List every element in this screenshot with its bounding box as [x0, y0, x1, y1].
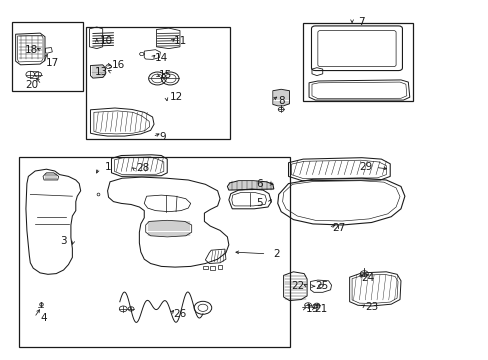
Text: 8: 8 [277, 96, 284, 106]
Bar [203, 266, 207, 269]
Text: 16: 16 [111, 60, 125, 70]
Text: 28: 28 [136, 163, 149, 173]
Bar [303, 23, 412, 101]
Text: 19: 19 [305, 304, 318, 314]
Text: 10: 10 [100, 36, 113, 46]
Text: 6: 6 [255, 179, 262, 189]
Bar [210, 266, 215, 270]
Text: 20: 20 [25, 80, 38, 90]
Text: 15: 15 [158, 69, 172, 80]
Text: 29: 29 [358, 162, 372, 172]
Text: 9: 9 [159, 132, 165, 142]
Bar [85, 27, 229, 139]
Text: 24: 24 [360, 273, 374, 283]
Text: 27: 27 [331, 222, 345, 233]
Text: 22: 22 [291, 281, 305, 291]
Text: 3: 3 [60, 236, 67, 246]
Bar [12, 22, 83, 91]
Text: 25: 25 [314, 281, 328, 291]
Text: 23: 23 [364, 302, 378, 312]
Text: 18: 18 [25, 45, 39, 55]
Text: 14: 14 [154, 53, 168, 63]
Text: 13: 13 [95, 67, 108, 77]
Text: 5: 5 [255, 198, 262, 208]
Text: 26: 26 [173, 309, 186, 319]
Text: 12: 12 [169, 92, 183, 102]
Text: 1: 1 [105, 162, 112, 172]
Text: 21: 21 [313, 304, 327, 314]
Text: 7: 7 [358, 17, 365, 27]
Text: 17: 17 [46, 58, 60, 68]
Bar [19, 157, 289, 347]
Bar [217, 265, 222, 269]
Text: 2: 2 [272, 249, 279, 259]
Text: 4: 4 [41, 312, 47, 323]
Text: 11: 11 [174, 36, 187, 46]
